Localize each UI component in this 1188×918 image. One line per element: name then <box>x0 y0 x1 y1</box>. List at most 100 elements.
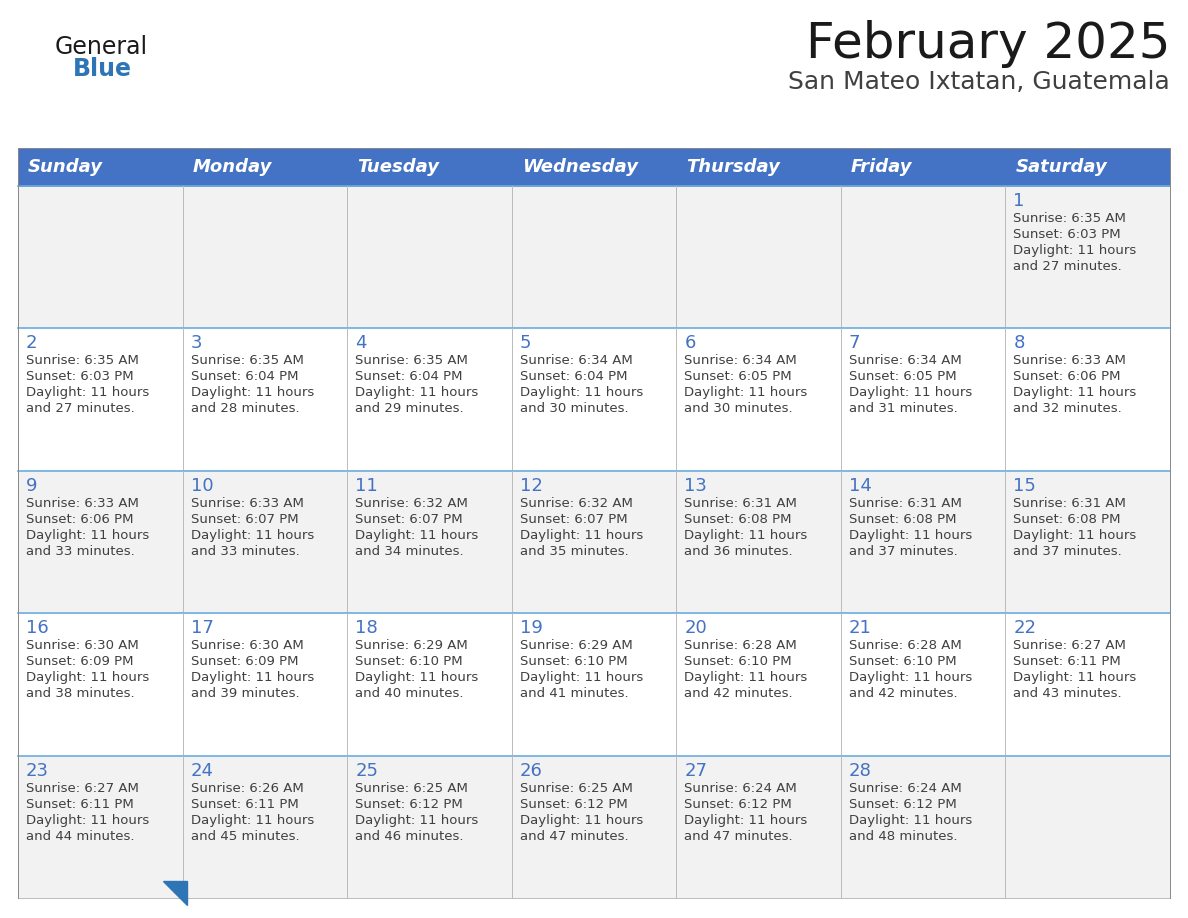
Text: General: General <box>55 35 148 59</box>
Text: 9: 9 <box>26 476 38 495</box>
Text: Daylight: 11 hours: Daylight: 11 hours <box>1013 529 1137 542</box>
Text: Sunset: 6:08 PM: Sunset: 6:08 PM <box>1013 513 1121 526</box>
Text: Daylight: 11 hours: Daylight: 11 hours <box>684 386 808 399</box>
Text: Sunset: 6:03 PM: Sunset: 6:03 PM <box>1013 228 1121 241</box>
Text: 13: 13 <box>684 476 707 495</box>
Text: Sunrise: 6:27 AM: Sunrise: 6:27 AM <box>1013 639 1126 652</box>
Text: Sunrise: 6:34 AM: Sunrise: 6:34 AM <box>519 354 632 367</box>
Bar <box>1005 148 1170 186</box>
Text: and 30 minutes.: and 30 minutes. <box>519 402 628 416</box>
Text: and 27 minutes.: and 27 minutes. <box>1013 260 1123 273</box>
Text: Daylight: 11 hours: Daylight: 11 hours <box>849 671 972 684</box>
Text: Sunrise: 6:33 AM: Sunrise: 6:33 AM <box>190 497 303 509</box>
Text: Sunrise: 6:33 AM: Sunrise: 6:33 AM <box>26 497 139 509</box>
Text: Daylight: 11 hours: Daylight: 11 hours <box>355 671 479 684</box>
Text: Sunset: 6:06 PM: Sunset: 6:06 PM <box>1013 370 1121 384</box>
Text: Daylight: 11 hours: Daylight: 11 hours <box>849 386 972 399</box>
Text: Sunrise: 6:31 AM: Sunrise: 6:31 AM <box>849 497 962 509</box>
Text: Daylight: 11 hours: Daylight: 11 hours <box>355 529 479 542</box>
Text: Sunrise: 6:27 AM: Sunrise: 6:27 AM <box>26 781 139 795</box>
Text: Sunset: 6:09 PM: Sunset: 6:09 PM <box>190 655 298 668</box>
Text: and 40 minutes.: and 40 minutes. <box>355 688 463 700</box>
Text: Sunset: 6:12 PM: Sunset: 6:12 PM <box>519 798 627 811</box>
Text: Sunrise: 6:32 AM: Sunrise: 6:32 AM <box>355 497 468 509</box>
Text: Daylight: 11 hours: Daylight: 11 hours <box>519 386 643 399</box>
Text: and 37 minutes.: and 37 minutes. <box>849 544 958 558</box>
Text: and 27 minutes.: and 27 minutes. <box>26 402 134 416</box>
Text: Daylight: 11 hours: Daylight: 11 hours <box>684 813 808 826</box>
Text: 6: 6 <box>684 334 696 353</box>
Text: Daylight: 11 hours: Daylight: 11 hours <box>849 813 972 826</box>
Text: and 37 minutes.: and 37 minutes. <box>1013 544 1123 558</box>
Text: 26: 26 <box>519 762 543 779</box>
Text: Daylight: 11 hours: Daylight: 11 hours <box>190 671 314 684</box>
Text: Daylight: 11 hours: Daylight: 11 hours <box>26 529 150 542</box>
Text: Tuesday: Tuesday <box>358 158 440 176</box>
Text: Sunrise: 6:29 AM: Sunrise: 6:29 AM <box>355 639 468 652</box>
Text: and 44 minutes.: and 44 minutes. <box>26 830 134 843</box>
Text: 14: 14 <box>849 476 872 495</box>
Text: Wednesday: Wednesday <box>522 158 638 176</box>
Text: Sunrise: 6:28 AM: Sunrise: 6:28 AM <box>684 639 797 652</box>
Text: 18: 18 <box>355 620 378 637</box>
Text: 20: 20 <box>684 620 707 637</box>
Text: Sunrise: 6:30 AM: Sunrise: 6:30 AM <box>190 639 303 652</box>
Text: Daylight: 11 hours: Daylight: 11 hours <box>684 671 808 684</box>
Polygon shape <box>163 881 187 905</box>
Text: and 32 minutes.: and 32 minutes. <box>1013 402 1123 416</box>
Bar <box>18 471 1170 613</box>
Text: and 45 minutes.: and 45 minutes. <box>190 830 299 843</box>
Text: and 42 minutes.: and 42 minutes. <box>849 688 958 700</box>
Text: 22: 22 <box>1013 620 1036 637</box>
Text: and 35 minutes.: and 35 minutes. <box>519 544 628 558</box>
Text: and 42 minutes.: and 42 minutes. <box>684 688 792 700</box>
Text: Daylight: 11 hours: Daylight: 11 hours <box>355 386 479 399</box>
Text: 1: 1 <box>1013 192 1025 210</box>
Text: Sunset: 6:04 PM: Sunset: 6:04 PM <box>190 370 298 384</box>
Text: Daylight: 11 hours: Daylight: 11 hours <box>190 386 314 399</box>
Text: and 48 minutes.: and 48 minutes. <box>849 830 958 843</box>
Text: Sunset: 6:10 PM: Sunset: 6:10 PM <box>355 655 463 668</box>
Text: Sunset: 6:05 PM: Sunset: 6:05 PM <box>849 370 956 384</box>
Text: Sunrise: 6:24 AM: Sunrise: 6:24 AM <box>684 781 797 795</box>
Text: Sunset: 6:12 PM: Sunset: 6:12 PM <box>684 798 792 811</box>
Text: San Mateo Ixtatan, Guatemala: San Mateo Ixtatan, Guatemala <box>789 70 1170 94</box>
Text: Sunrise: 6:33 AM: Sunrise: 6:33 AM <box>1013 354 1126 367</box>
Text: and 41 minutes.: and 41 minutes. <box>519 688 628 700</box>
Text: 2: 2 <box>26 334 38 353</box>
Bar <box>18 613 1170 756</box>
Bar <box>18 148 183 186</box>
Text: 11: 11 <box>355 476 378 495</box>
Text: Daylight: 11 hours: Daylight: 11 hours <box>519 813 643 826</box>
Bar <box>183 148 347 186</box>
Text: Thursday: Thursday <box>687 158 781 176</box>
Text: Sunset: 6:07 PM: Sunset: 6:07 PM <box>355 513 463 526</box>
Text: 17: 17 <box>190 620 214 637</box>
Text: Sunset: 6:04 PM: Sunset: 6:04 PM <box>519 370 627 384</box>
Text: Sunrise: 6:31 AM: Sunrise: 6:31 AM <box>684 497 797 509</box>
Text: and 39 minutes.: and 39 minutes. <box>190 688 299 700</box>
Text: Blue: Blue <box>72 57 132 81</box>
Text: Sunrise: 6:25 AM: Sunrise: 6:25 AM <box>519 781 632 795</box>
Text: Sunset: 6:10 PM: Sunset: 6:10 PM <box>684 655 792 668</box>
Text: February 2025: February 2025 <box>805 20 1170 68</box>
Text: Sunset: 6:03 PM: Sunset: 6:03 PM <box>26 370 133 384</box>
Text: 27: 27 <box>684 762 707 779</box>
Text: Daylight: 11 hours: Daylight: 11 hours <box>190 529 314 542</box>
Text: and 47 minutes.: and 47 minutes. <box>684 830 792 843</box>
Text: 3: 3 <box>190 334 202 353</box>
Text: 24: 24 <box>190 762 214 779</box>
Text: 16: 16 <box>26 620 49 637</box>
Text: Sunset: 6:11 PM: Sunset: 6:11 PM <box>26 798 134 811</box>
Text: 15: 15 <box>1013 476 1036 495</box>
Text: Sunrise: 6:28 AM: Sunrise: 6:28 AM <box>849 639 961 652</box>
Text: and 30 minutes.: and 30 minutes. <box>684 402 792 416</box>
Text: Sunset: 6:12 PM: Sunset: 6:12 PM <box>355 798 463 811</box>
Text: Daylight: 11 hours: Daylight: 11 hours <box>849 529 972 542</box>
Text: Daylight: 11 hours: Daylight: 11 hours <box>26 386 150 399</box>
Text: Daylight: 11 hours: Daylight: 11 hours <box>190 813 314 826</box>
Text: Sunday: Sunday <box>29 158 103 176</box>
Text: Sunset: 6:07 PM: Sunset: 6:07 PM <box>519 513 627 526</box>
Bar <box>18 186 1170 329</box>
Text: Sunrise: 6:35 AM: Sunrise: 6:35 AM <box>190 354 303 367</box>
